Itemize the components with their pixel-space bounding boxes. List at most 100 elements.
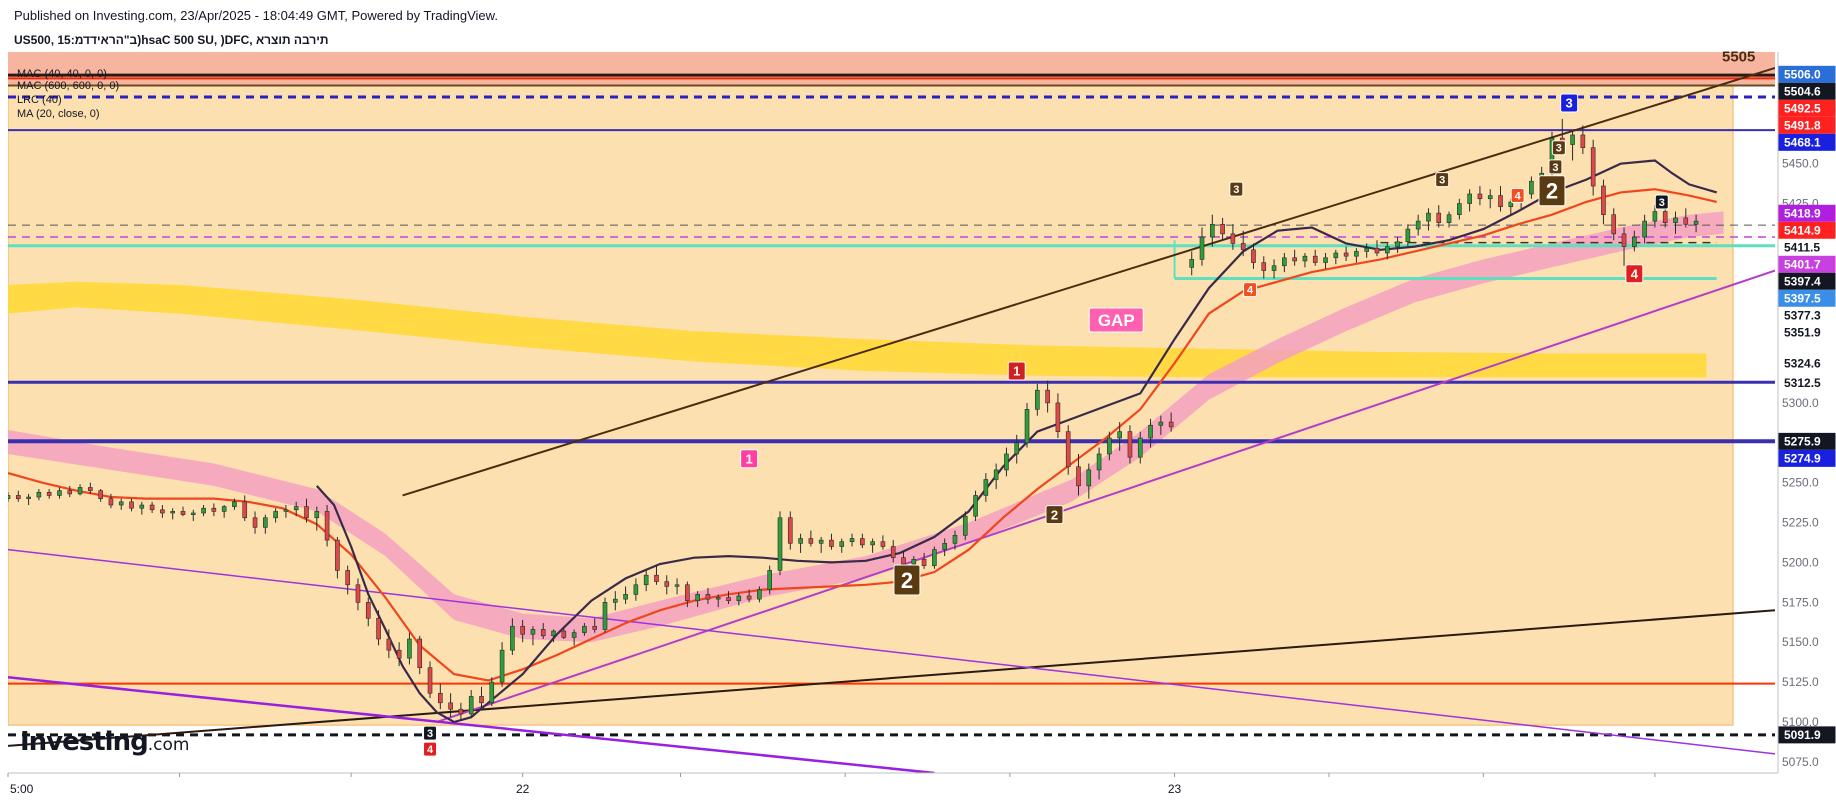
candle-body xyxy=(1024,409,1030,444)
price-tag-box xyxy=(1778,65,1836,83)
candle-body xyxy=(324,511,330,541)
candle-body xyxy=(407,638,412,659)
candle-body xyxy=(304,506,309,519)
price-tag-box xyxy=(1779,355,1835,372)
candle-body xyxy=(962,515,968,536)
candle-body xyxy=(520,625,525,635)
candle-body xyxy=(870,541,875,546)
price-tick-label: 5225.0 xyxy=(1782,516,1819,530)
candle-body xyxy=(715,597,721,600)
candle-body xyxy=(211,507,217,512)
candle-body xyxy=(839,541,845,547)
candle-body xyxy=(1426,212,1431,222)
price-tag-box xyxy=(1778,289,1836,307)
candle-body xyxy=(736,595,742,602)
price-tick-label: 5075.0 xyxy=(1782,755,1819,769)
wave-label-box xyxy=(1654,194,1669,210)
candle-body xyxy=(921,558,927,566)
candle-body xyxy=(993,469,999,480)
candle-body xyxy=(283,509,289,512)
price-tag-box xyxy=(1779,374,1835,391)
wave-label: GAP xyxy=(1098,311,1135,330)
price-tag-box xyxy=(1778,272,1836,290)
price-tag-label: 5414.9 xyxy=(1784,223,1821,237)
wave-label: 1 xyxy=(745,451,752,466)
candle-body xyxy=(273,511,278,519)
candle-body xyxy=(1045,389,1050,404)
candle-body xyxy=(932,549,937,566)
candle-body xyxy=(57,490,62,496)
price-tag-label: 5492.5 xyxy=(1784,101,1821,115)
price-tick-label: 5450.0 xyxy=(1782,157,1819,171)
price-tag-label: 5397.5 xyxy=(1784,291,1821,305)
candle-body xyxy=(36,491,42,498)
candle-body xyxy=(160,509,165,514)
candle-body xyxy=(1127,431,1133,458)
candle-body xyxy=(67,490,73,495)
candle-body xyxy=(1457,203,1462,216)
candle-body xyxy=(510,625,515,651)
published-notice: Published on Investing.com, 23/Apr/2025 … xyxy=(14,8,498,23)
candle-body xyxy=(602,602,608,630)
candle-body xyxy=(633,584,639,595)
candle-body xyxy=(890,546,896,558)
range-zone xyxy=(8,84,1734,726)
candle-body xyxy=(88,487,93,491)
wave-label: 4 xyxy=(1247,285,1254,297)
price-tag-label: 5397.4 xyxy=(1784,274,1821,288)
candle-body xyxy=(1343,252,1349,257)
candle-body xyxy=(1137,437,1143,458)
wave-label-box xyxy=(1538,175,1566,207)
candle-body xyxy=(386,638,392,651)
wave-label: 3 xyxy=(1439,175,1445,187)
wave-label-box xyxy=(1510,188,1525,204)
wave-label: 2 xyxy=(1546,179,1558,204)
price-tag-label: 5401.7 xyxy=(1784,257,1821,271)
trend-line xyxy=(8,676,935,773)
candle-body xyxy=(1271,265,1277,271)
candle-body xyxy=(1590,147,1596,187)
candle-body xyxy=(46,491,52,496)
trend-line xyxy=(436,269,1775,723)
time-tick-label: 5:00 xyxy=(10,782,34,796)
candle-body xyxy=(1096,453,1102,471)
candle-body xyxy=(757,589,762,600)
candle-body xyxy=(1014,442,1020,455)
pink-channel-band xyxy=(8,211,1724,643)
wave-label-box xyxy=(423,741,438,757)
candle-body xyxy=(1168,421,1174,428)
ma-line xyxy=(8,188,1717,682)
candle-body xyxy=(1055,402,1061,432)
wave-label-box xyxy=(1243,282,1258,298)
wave-label: 4 xyxy=(1515,191,1522,203)
candle-body xyxy=(118,501,124,506)
candle-body xyxy=(612,598,618,603)
indicator-legend-ma[interactable]: MA (20, close, 0) xyxy=(17,108,100,120)
indicator-legend-mac-600[interactable]: MAC (600, 600, 0, 0) xyxy=(17,80,120,92)
wave-label: 3 xyxy=(427,728,433,740)
candle-body xyxy=(623,594,628,600)
indicator-legend-mac-40[interactable]: MAC (40, 40, 0, 0) xyxy=(17,68,107,80)
time-tick-label: 22 xyxy=(516,782,530,796)
candle-body xyxy=(1611,214,1617,235)
price-tag-box xyxy=(1778,432,1836,450)
symbol-title: US500, 15:ב"הראידדמ)hsaC 500 SU, )DFC, ת… xyxy=(14,33,329,47)
candle-body xyxy=(1642,220,1647,238)
candle-body xyxy=(1570,134,1575,145)
price-tag-box xyxy=(1778,133,1836,151)
candle-body xyxy=(1498,195,1503,208)
candle-body xyxy=(983,479,989,496)
price-tag-box xyxy=(1778,99,1836,117)
wave-label-box xyxy=(1007,361,1026,381)
candle-body xyxy=(582,625,587,633)
candle-body xyxy=(499,649,505,683)
candle-body xyxy=(561,630,567,638)
candle-body xyxy=(1384,246,1390,254)
wave-label: 2 xyxy=(901,568,913,593)
indicator-legend-lrc[interactable]: LRC (40) xyxy=(17,94,62,106)
candle-body xyxy=(1632,236,1637,247)
wave-label-box xyxy=(893,564,921,596)
price-tag-box xyxy=(1779,239,1835,256)
candle-body xyxy=(705,594,711,600)
